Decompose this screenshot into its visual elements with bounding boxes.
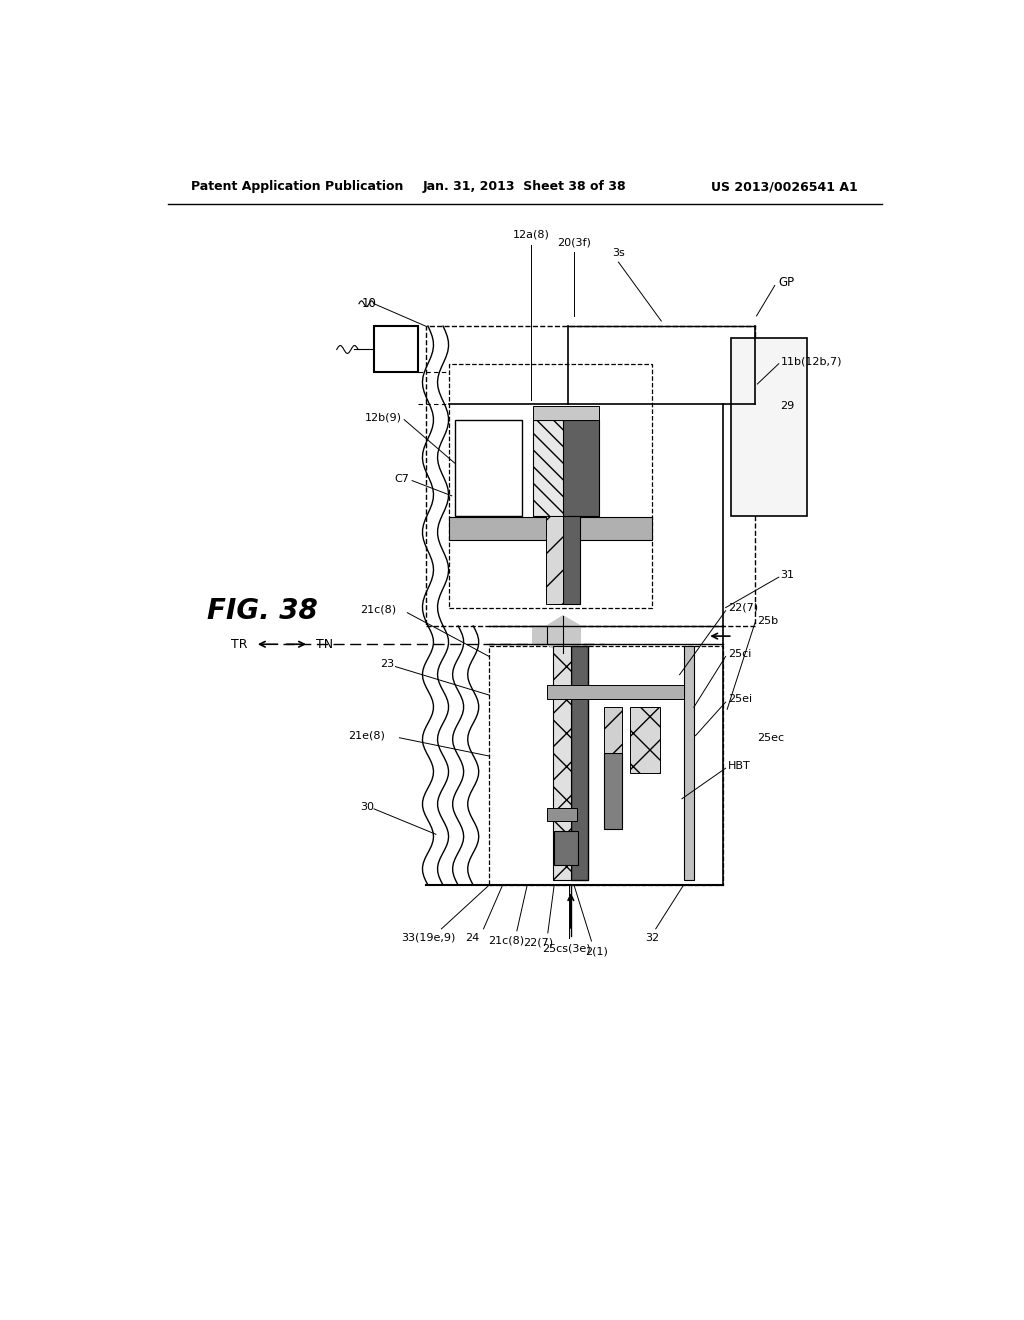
Bar bbox=[604, 708, 622, 752]
Text: 25cs(3e): 25cs(3e) bbox=[543, 942, 591, 953]
Text: 32: 32 bbox=[645, 933, 658, 942]
Text: 21e(8): 21e(8) bbox=[348, 731, 385, 741]
Text: 12b(9): 12b(9) bbox=[365, 413, 401, 422]
Text: 12a(8): 12a(8) bbox=[513, 230, 550, 240]
Bar bbox=[570, 647, 588, 880]
Bar bbox=[563, 420, 599, 516]
Bar bbox=[450, 517, 652, 540]
Text: 25ec: 25ec bbox=[758, 733, 784, 743]
Bar bbox=[604, 752, 622, 829]
Text: HBT: HBT bbox=[728, 762, 751, 771]
Text: 30: 30 bbox=[360, 801, 375, 812]
Text: TN: TN bbox=[316, 638, 333, 651]
Text: 29: 29 bbox=[780, 401, 795, 412]
Text: 22(7): 22(7) bbox=[728, 603, 758, 612]
Text: FIG. 38: FIG. 38 bbox=[207, 597, 318, 624]
Bar bbox=[553, 647, 570, 880]
Text: 21c(8): 21c(8) bbox=[487, 936, 524, 946]
Bar bbox=[374, 326, 418, 372]
Text: 22(7): 22(7) bbox=[523, 939, 553, 948]
Bar bbox=[532, 420, 577, 516]
Bar bbox=[532, 407, 599, 420]
Bar bbox=[684, 647, 694, 880]
Text: 3s: 3s bbox=[612, 248, 625, 257]
Text: 24: 24 bbox=[465, 933, 479, 942]
Text: 11b(12b,7): 11b(12b,7) bbox=[780, 356, 842, 367]
Text: 25ei: 25ei bbox=[728, 694, 752, 704]
Text: 21c(8): 21c(8) bbox=[359, 605, 396, 615]
Bar bbox=[426, 326, 755, 626]
Text: 10: 10 bbox=[362, 297, 377, 310]
Text: Jan. 31, 2013  Sheet 38 of 38: Jan. 31, 2013 Sheet 38 of 38 bbox=[423, 181, 627, 193]
Bar bbox=[546, 516, 563, 603]
Bar bbox=[554, 832, 578, 865]
Text: Patent Application Publication: Patent Application Publication bbox=[191, 181, 403, 193]
Bar bbox=[450, 364, 652, 607]
Text: 23: 23 bbox=[380, 659, 394, 668]
Text: C7: C7 bbox=[395, 474, 410, 483]
Polygon shape bbox=[532, 615, 581, 653]
Text: 20(3f): 20(3f) bbox=[557, 238, 591, 248]
Bar bbox=[547, 808, 578, 821]
Text: TR: TR bbox=[230, 638, 247, 651]
Text: 25b: 25b bbox=[758, 616, 778, 626]
Text: 2(1): 2(1) bbox=[585, 946, 607, 956]
Text: 33(19e,9): 33(19e,9) bbox=[400, 933, 456, 942]
Bar bbox=[630, 708, 659, 774]
Text: 31: 31 bbox=[780, 570, 795, 579]
Text: US 2013/0026541 A1: US 2013/0026541 A1 bbox=[712, 181, 858, 193]
Bar bbox=[489, 647, 723, 886]
Text: GP: GP bbox=[778, 276, 795, 289]
Bar bbox=[547, 685, 684, 700]
Text: 25ci: 25ci bbox=[728, 649, 752, 660]
Bar bbox=[563, 516, 581, 603]
Bar bbox=[731, 338, 807, 516]
Bar bbox=[455, 420, 522, 516]
